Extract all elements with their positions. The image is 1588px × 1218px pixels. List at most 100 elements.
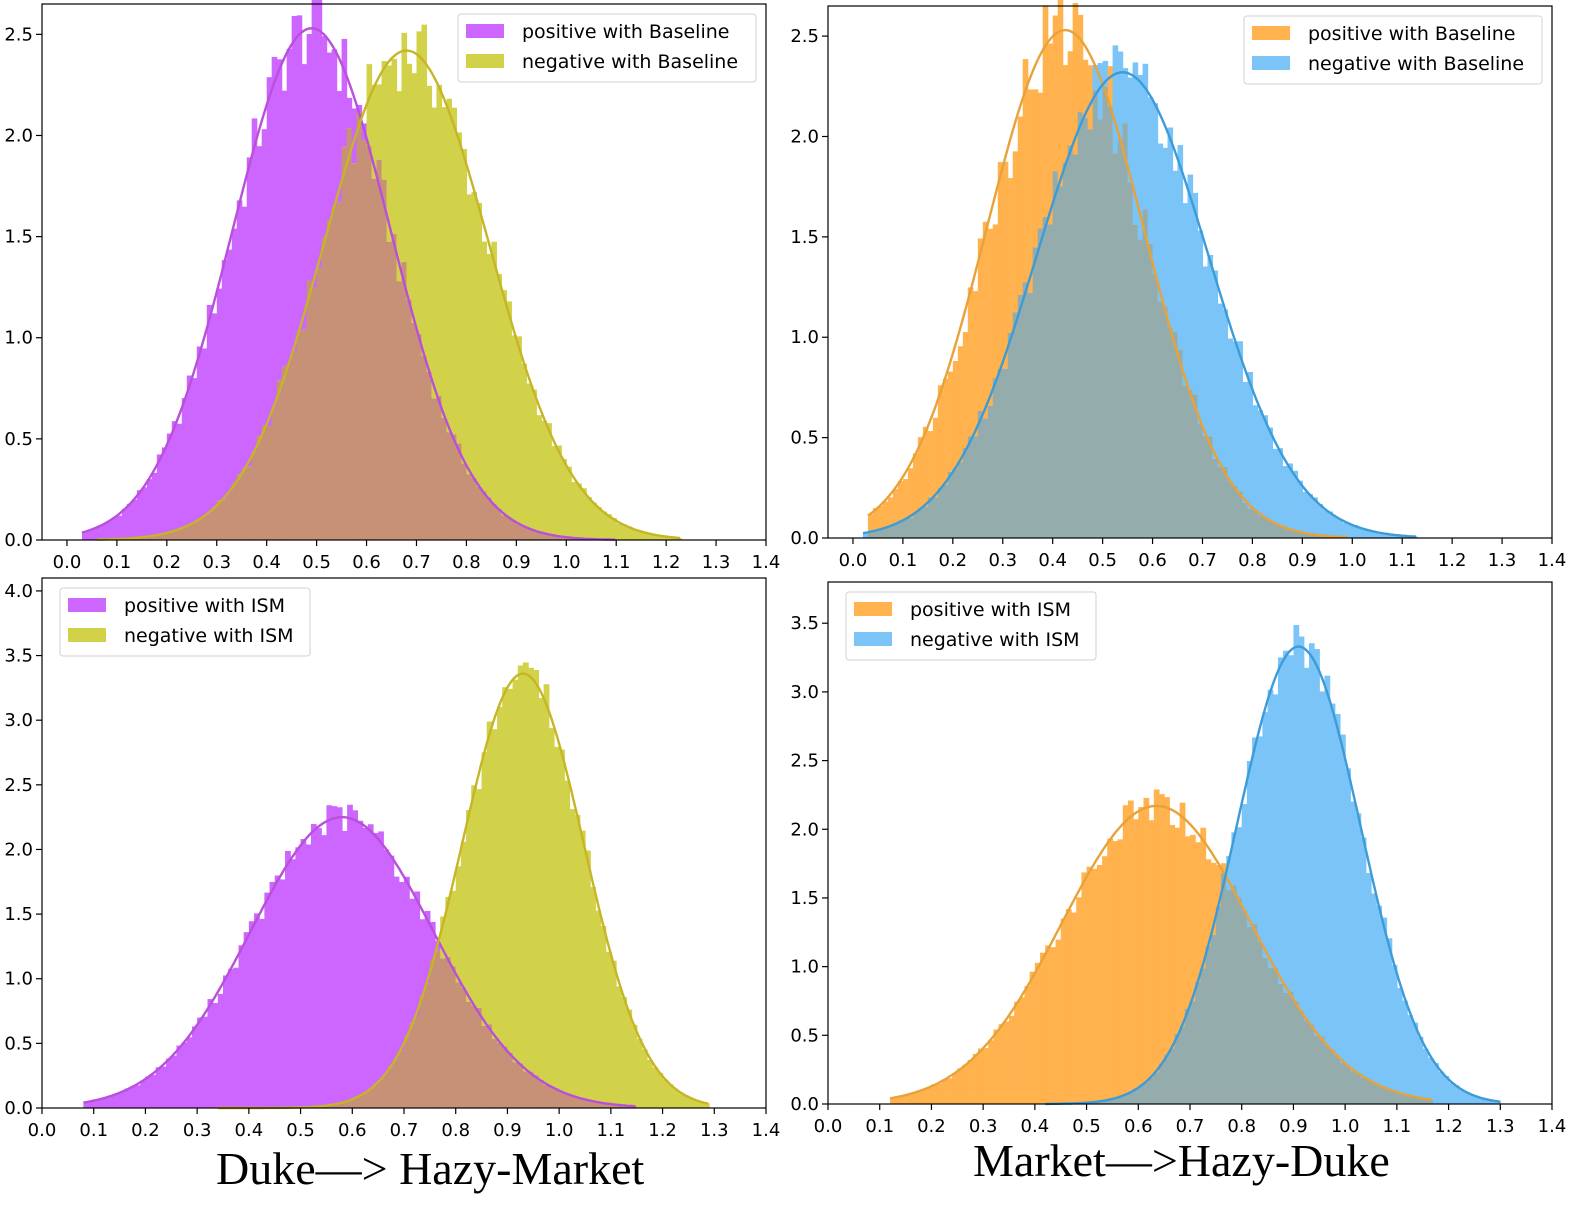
histogram-bar-overlap	[506, 517, 512, 540]
histogram-bar	[571, 481, 577, 539]
x-tick-label: 0.0	[839, 550, 868, 571]
histogram-bar-overlap	[1137, 239, 1144, 539]
histogram-bar	[1169, 824, 1176, 1049]
legend-label: positive with ISM	[910, 599, 1071, 621]
histogram-bar	[1207, 254, 1214, 437]
histogram-bar	[279, 879, 286, 1108]
caption-left: Duke—> Hazy-Market	[216, 1143, 645, 1194]
histogram-bar-overlap	[496, 508, 502, 540]
histogram-bar-overlap	[460, 987, 467, 1108]
histogram-bar-overlap	[1172, 332, 1179, 538]
x-tick-label: 0.9	[502, 552, 531, 573]
histogram-bar	[274, 875, 281, 1108]
y-tick-label: 0.5	[790, 1025, 819, 1046]
histogram-bar	[1422, 1048, 1429, 1099]
histogram-bar-overlap	[426, 371, 433, 540]
histogram-bar	[86, 530, 93, 540]
histogram-bar	[947, 371, 954, 472]
histogram-bar-overlap	[301, 329, 308, 540]
histogram-bar-overlap	[1200, 968, 1207, 1104]
x-tick-label: 1.0	[552, 552, 581, 573]
histogram-bar	[140, 1080, 147, 1108]
histogram-bar	[426, 85, 433, 372]
histogram-bar	[1386, 938, 1393, 1090]
histogram-bar-overlap	[1376, 1084, 1382, 1104]
histogram-bar-overlap	[1022, 282, 1029, 538]
histogram-bar	[972, 291, 979, 437]
histogram-bar-overlap	[1272, 967, 1279, 1104]
histogram-bar-overlap	[511, 520, 517, 540]
histogram-bar	[1138, 807, 1145, 1086]
histogram-bar-overlap	[569, 1095, 576, 1108]
histogram-bar	[533, 669, 540, 1076]
histogram-bar	[892, 489, 899, 525]
histogram-bar	[927, 431, 934, 498]
histogram-bar	[404, 876, 410, 1037]
histogram-bar-overlap	[461, 463, 468, 540]
histogram-bar-overlap	[211, 507, 218, 540]
histogram-bar	[429, 921, 436, 960]
histogram-bar	[398, 881, 405, 1051]
legend: positive with Baseline negative with Base…	[1243, 15, 1543, 85]
histogram-bar	[551, 445, 557, 536]
histogram-bar	[1215, 865, 1222, 907]
histogram-bar-overlap	[429, 959, 436, 1108]
histogram-bar	[212, 1002, 219, 1108]
histogram-bar-overlap	[346, 128, 353, 540]
histogram-bar-overlap	[616, 1104, 622, 1108]
histogram-bar	[1137, 74, 1144, 240]
histogram-bar	[538, 697, 545, 1080]
histogram-bar	[652, 1067, 658, 1108]
histogram-bar	[331, 806, 338, 1105]
histogram-bar-overlap	[897, 520, 904, 538]
histogram-bar-overlap	[922, 506, 929, 538]
histogram-bar	[1433, 1063, 1439, 1104]
histogram-bar	[316, 828, 322, 1107]
y-tick-label: 1.5	[790, 227, 819, 248]
histogram-bar	[481, 752, 488, 1026]
histogram-bar-overlap	[1427, 1099, 1434, 1104]
legend-swatch	[466, 24, 504, 38]
histogram-bar	[678, 1093, 684, 1108]
histogram-bar-overlap	[497, 1042, 503, 1108]
histogram-bar	[1262, 712, 1269, 958]
histogram-bar	[952, 361, 959, 469]
legend-swatch	[1252, 26, 1290, 40]
histogram-bar-overlap	[1112, 1098, 1119, 1104]
histogram-bar	[1200, 827, 1207, 969]
histogram-bar	[151, 472, 158, 536]
histogram-bar	[1283, 650, 1289, 993]
histogram-bar	[1024, 986, 1031, 1104]
histogram-bar	[1195, 842, 1201, 982]
histogram-bar	[1231, 832, 1238, 886]
histogram-bar	[626, 526, 632, 540]
histogram-bar	[1232, 341, 1239, 486]
histogram-bar-overlap	[1292, 530, 1298, 538]
histogram-bar-overlap	[421, 355, 428, 540]
histogram-bar	[1337, 519, 1343, 537]
histogram-bar	[396, 91, 403, 282]
histogram-bar-overlap	[393, 1058, 400, 1108]
histogram-bar	[926, 1087, 933, 1104]
histogram-bar	[591, 502, 597, 540]
histogram-bar-overlap	[372, 1083, 379, 1108]
x-tick-label: 0.4	[235, 1120, 264, 1141]
histogram-bar	[1329, 703, 1336, 1050]
histogram-bar	[456, 132, 463, 444]
histogram-bar	[1052, 15, 1059, 172]
histogram-bar	[181, 398, 188, 528]
histogram-bar-overlap	[1017, 294, 1024, 538]
histogram-bar	[1182, 203, 1189, 386]
histogram-bar-overlap	[507, 1052, 514, 1108]
histogram-bar	[1417, 1036, 1424, 1098]
histogram-bar-overlap	[1386, 1089, 1393, 1104]
histogram-bar-overlap	[501, 515, 507, 540]
histogram-bar	[1277, 657, 1284, 984]
histogram-bar	[581, 488, 587, 539]
histogram-bar-overlap	[357, 1095, 364, 1108]
histogram-bar	[1050, 947, 1057, 1104]
histogram-bar	[522, 662, 529, 1072]
x-tick-label: 0.3	[183, 1120, 212, 1141]
histogram-bar-overlap	[1122, 1094, 1129, 1104]
